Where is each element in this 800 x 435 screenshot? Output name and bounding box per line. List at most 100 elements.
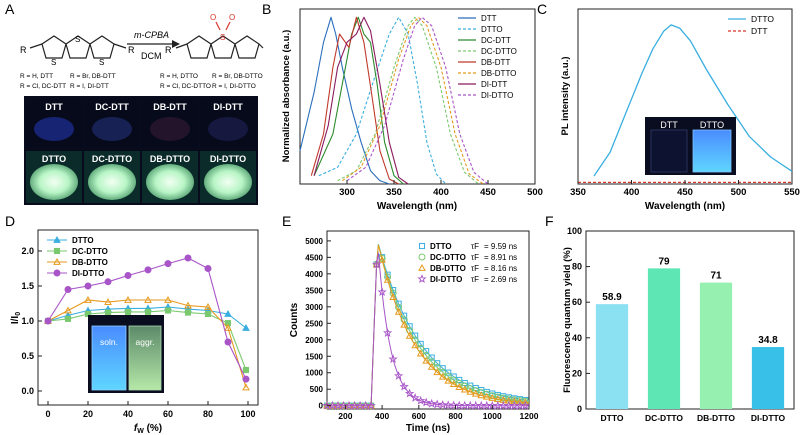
point-di-dtto	[377, 287, 387, 297]
legend-label-dtto: DTTO	[72, 236, 94, 245]
panel-e-ylabel: Counts	[289, 302, 300, 337]
point-db-dtto	[477, 391, 486, 399]
x-tick-label-di-dtto: DI-DTTO	[751, 413, 786, 423]
legend-tau-symbol-dc-dtto: τF	[471, 253, 479, 262]
point-db-dtto	[416, 349, 425, 357]
legend-label-dc-dtto: DC-DTTO	[72, 247, 108, 256]
legend-label-di-dtto: DI-DTTO	[430, 275, 462, 284]
y-tick-label: 4000	[305, 270, 323, 279]
panel-e-xlabel: Time (ns)	[406, 423, 450, 434]
legend-marker-dtto	[53, 235, 61, 243]
point-db-dtto	[466, 387, 475, 395]
legend-left-0: R = H, DTT	[20, 73, 53, 80]
panel-a: R R S S S m-CPBA DCM O O S R R = H, DTT …	[20, 13, 264, 205]
y-tick-label: 40	[572, 333, 582, 343]
legend-label-db-dtto: DB-DTTO	[430, 264, 466, 273]
point-dc-dtto	[204, 310, 212, 318]
point-db-dtto	[422, 356, 431, 364]
legend-marker-di-dtto	[53, 269, 61, 277]
panel-f: 58.9 DTTO 79 DC-DTTO 71 DB-DTTO 34.8 DI-DTTO 0 2…	[562, 226, 795, 423]
y-tick-label: 0	[577, 404, 582, 414]
panel-d: 0 20 40 60 80 1000.00.51.01.52.0 fW (%) I/I0 …	[10, 229, 259, 435]
legend-marker-db-dtto	[418, 263, 426, 271]
legend-marker-dc-dtto	[418, 253, 426, 261]
series-dc-dtto-line	[337, 16, 479, 185]
legend-label-di-dtto: DI-DTTO	[481, 91, 513, 100]
y-tick-label: 60	[572, 297, 582, 307]
point-db-dtto	[427, 362, 436, 370]
point-di-dtto	[224, 338, 232, 346]
legend-tau-symbol-dtto: τF	[471, 242, 479, 251]
dtt-s1: S	[51, 58, 56, 67]
bar-dtto	[595, 304, 629, 409]
series-di-dtt-line	[313, 16, 409, 185]
point-dc-dtto	[450, 376, 458, 384]
point-db-dtto	[521, 398, 530, 406]
point-di-dtto	[393, 371, 404, 380]
dtt-vial	[650, 129, 688, 173]
point-di-dtto	[432, 399, 442, 409]
point-di-dtto	[388, 354, 398, 364]
legend-label-dc-dtt: DC-DTT	[481, 36, 511, 45]
point-di-dtto	[366, 400, 376, 410]
bar-value-db-dtto: 71	[710, 271, 722, 282]
point-db-dtto	[438, 372, 447, 380]
point-db-dtto	[164, 295, 172, 303]
photo-label-db-dtto: DB-DTTO	[150, 154, 190, 164]
legend-label-dtt: DTT	[751, 26, 768, 36]
x-tick-label: 400	[375, 411, 389, 421]
dtt-r-left: R	[20, 45, 27, 55]
y-tick-label: 20	[572, 368, 582, 378]
x-tick-label: 350	[386, 187, 402, 198]
legend-right-0: R = H, DTTO	[160, 73, 198, 80]
panel-d-axes	[37, 229, 259, 406]
dtto-structure	[175, 35, 264, 59]
y-tick-label: 100	[567, 226, 582, 236]
dtto-vial	[692, 129, 732, 173]
point-di-dtto	[204, 265, 212, 272]
y-tick-label: 2000	[305, 336, 323, 345]
y-tick-label: 0	[319, 402, 324, 411]
point-dtto	[242, 323, 250, 331]
y-tick-label: 2.0	[21, 246, 34, 256]
legend-label-dtt: DTT	[481, 14, 497, 23]
legend-right-1: R = Br, DB-DTTO	[212, 73, 263, 80]
point-di-dtto	[404, 388, 415, 398]
powder-di-dtto	[204, 164, 252, 200]
inset-label-soln: soln.	[100, 337, 118, 347]
x-tick-label: 500	[731, 187, 747, 198]
point-db-dtto	[515, 397, 524, 405]
point-db-dtto	[204, 302, 212, 310]
legend-right-3: R = I, DI-DTTO	[212, 83, 256, 90]
y-tick-label: 1.0	[21, 316, 34, 326]
legend-marker-db-dtto	[53, 257, 61, 265]
point-di-dtto	[64, 286, 72, 293]
x-tick-label: 350	[570, 187, 586, 198]
x-tick-label: 200	[338, 411, 352, 421]
x-tick-label: 1000	[483, 411, 502, 421]
x-tick-label: 600	[412, 411, 426, 421]
point-db-dtto	[449, 380, 458, 388]
point-db-dtto	[444, 376, 453, 384]
powder-dtt	[34, 117, 74, 141]
x-tick-label: 550	[784, 187, 800, 198]
panel-label-c: C	[537, 1, 547, 17]
legend-tau-symbol-db-dtto: τF	[471, 264, 479, 273]
point-dc-dtto	[164, 307, 172, 314]
powder-di-dtt	[208, 117, 248, 141]
panel-e-axes	[326, 230, 530, 410]
series-di-dtto-line	[346, 16, 489, 185]
point-di-dtto	[242, 375, 250, 383]
legend-marker-dtto	[418, 242, 426, 250]
legend-tau-db-dtto: = 8.16 ns	[484, 264, 517, 273]
panel-d-xlabel: fW (%)	[134, 423, 162, 435]
x-tick-label: 500	[527, 187, 543, 198]
dtt-structure	[29, 35, 127, 59]
x-tick-label: 300	[339, 187, 355, 198]
photo-label-dc-dtto: DC-DTTO	[92, 154, 132, 164]
reaction-arrowhead	[172, 40, 180, 48]
x-tick-label: 60	[163, 409, 173, 419]
point-dc-dtto	[439, 368, 447, 376]
inset-label-dtto: DTTO	[700, 120, 724, 130]
